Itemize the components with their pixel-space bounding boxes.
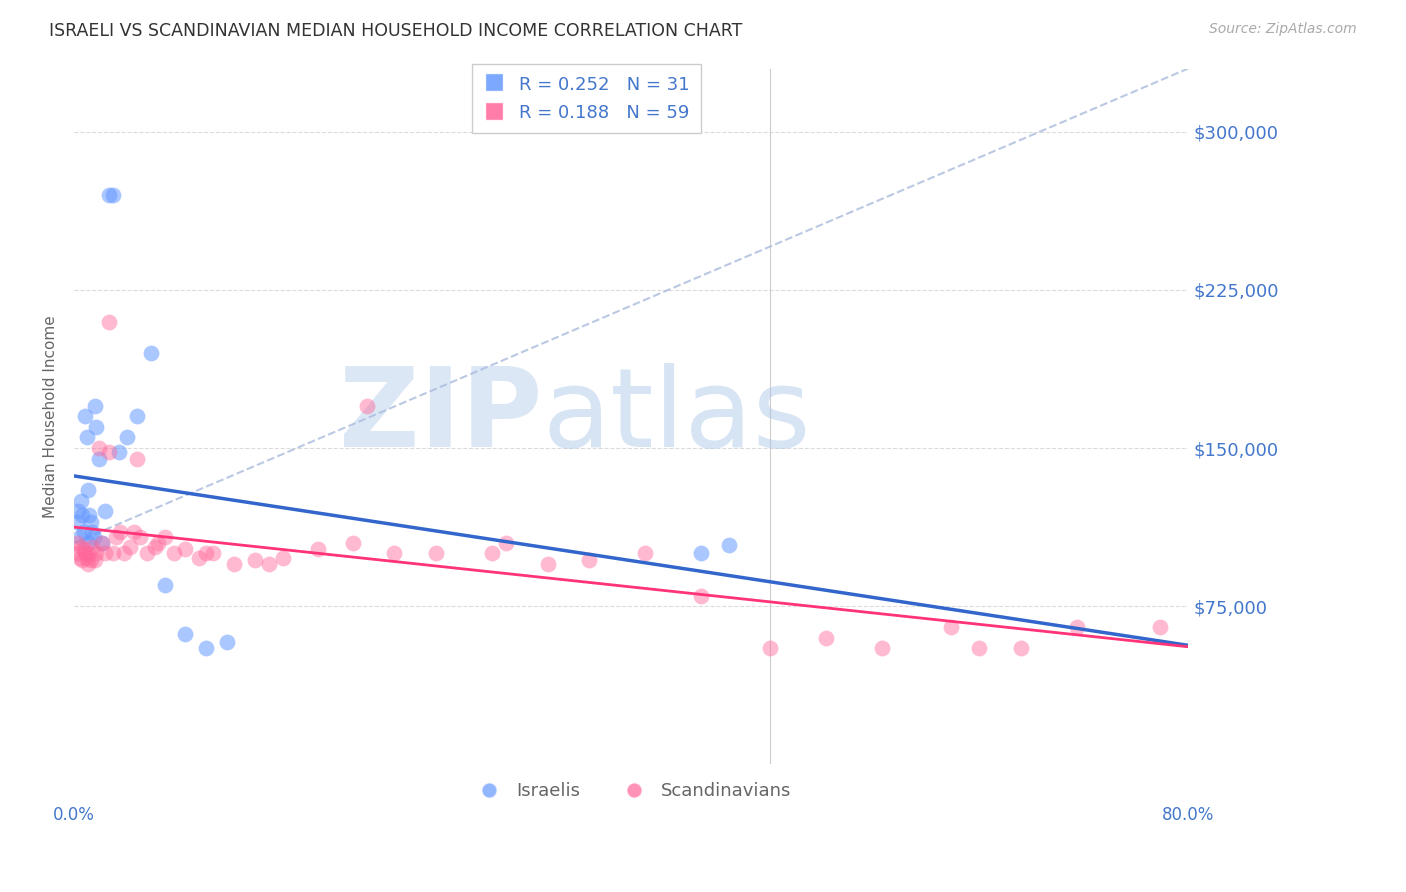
- Point: [143, 540, 166, 554]
- Point: [188, 550, 211, 565]
- Point: [128, 530, 150, 544]
- Point: [174, 542, 197, 557]
- Point: [97, 445, 120, 459]
- Point: [122, 525, 145, 540]
- Point: [91, 536, 114, 550]
- Point: [1010, 641, 1032, 656]
- Point: [224, 557, 246, 571]
- Point: [112, 546, 135, 560]
- Point: [93, 546, 115, 560]
- Point: [86, 546, 108, 560]
- Point: [77, 483, 100, 498]
- Point: [70, 540, 93, 554]
- Point: [72, 508, 94, 523]
- Point: [69, 530, 91, 544]
- Point: [84, 553, 107, 567]
- Point: [243, 553, 266, 567]
- Point: [195, 546, 218, 560]
- Point: [356, 399, 378, 413]
- Point: [80, 515, 103, 529]
- Point: [967, 641, 990, 656]
- Point: [425, 546, 447, 560]
- Point: [73, 542, 96, 557]
- Text: 80.0%: 80.0%: [1161, 806, 1215, 824]
- Legend: Israelis, Scandinavians: Israelis, Scandinavians: [464, 775, 799, 807]
- Point: [97, 188, 120, 202]
- Point: [1149, 620, 1171, 634]
- Point: [125, 409, 148, 424]
- Point: [67, 546, 90, 560]
- Point: [75, 546, 97, 560]
- Point: [217, 635, 239, 649]
- Point: [139, 346, 162, 360]
- Point: [66, 515, 89, 529]
- Point: [384, 546, 406, 560]
- Point: [815, 631, 838, 645]
- Point: [69, 550, 91, 565]
- Point: [717, 538, 740, 552]
- Text: 0.0%: 0.0%: [53, 806, 96, 824]
- Point: [135, 546, 157, 560]
- Point: [76, 430, 98, 444]
- Point: [89, 441, 111, 455]
- Point: [83, 530, 105, 544]
- Point: [66, 536, 89, 550]
- Point: [79, 546, 101, 560]
- Point: [634, 546, 657, 560]
- Point: [84, 399, 107, 413]
- Point: [307, 542, 329, 557]
- Point: [67, 504, 90, 518]
- Point: [108, 525, 131, 540]
- Text: ZIP: ZIP: [339, 363, 541, 470]
- Point: [75, 409, 97, 424]
- Point: [495, 536, 517, 550]
- Text: ISRAELI VS SCANDINAVIAN MEDIAN HOUSEHOLD INCOME CORRELATION CHART: ISRAELI VS SCANDINAVIAN MEDIAN HOUSEHOLD…: [49, 22, 742, 40]
- Point: [870, 641, 893, 656]
- Point: [689, 589, 711, 603]
- Point: [195, 641, 218, 656]
- Point: [79, 508, 101, 523]
- Point: [97, 314, 120, 328]
- Point: [146, 536, 169, 550]
- Point: [1066, 620, 1088, 634]
- Point: [82, 525, 104, 540]
- Point: [76, 550, 98, 565]
- Point: [153, 530, 176, 544]
- Point: [163, 546, 186, 560]
- Point: [104, 530, 127, 544]
- Text: Source: ZipAtlas.com: Source: ZipAtlas.com: [1209, 22, 1357, 37]
- Point: [70, 493, 93, 508]
- Point: [77, 536, 100, 550]
- Point: [115, 430, 138, 444]
- Point: [86, 420, 108, 434]
- Point: [82, 540, 104, 554]
- Point: [578, 553, 600, 567]
- Y-axis label: Median Household Income: Median Household Income: [44, 315, 58, 517]
- Point: [93, 504, 115, 518]
- Point: [118, 540, 141, 554]
- Text: atlas: atlas: [541, 363, 810, 470]
- Point: [689, 546, 711, 560]
- Point: [80, 553, 103, 567]
- Point: [101, 546, 124, 560]
- Point: [89, 451, 111, 466]
- Point: [77, 557, 100, 571]
- Point: [72, 553, 94, 567]
- Point: [73, 525, 96, 540]
- Point: [107, 445, 129, 459]
- Point: [481, 546, 503, 560]
- Point: [342, 536, 364, 550]
- Point: [101, 188, 124, 202]
- Point: [536, 557, 558, 571]
- Point: [202, 546, 225, 560]
- Point: [271, 550, 294, 565]
- Point: [125, 451, 148, 466]
- Point: [257, 557, 280, 571]
- Point: [174, 626, 197, 640]
- Point: [759, 641, 782, 656]
- Point: [91, 536, 114, 550]
- Point: [941, 620, 963, 634]
- Point: [153, 578, 176, 592]
